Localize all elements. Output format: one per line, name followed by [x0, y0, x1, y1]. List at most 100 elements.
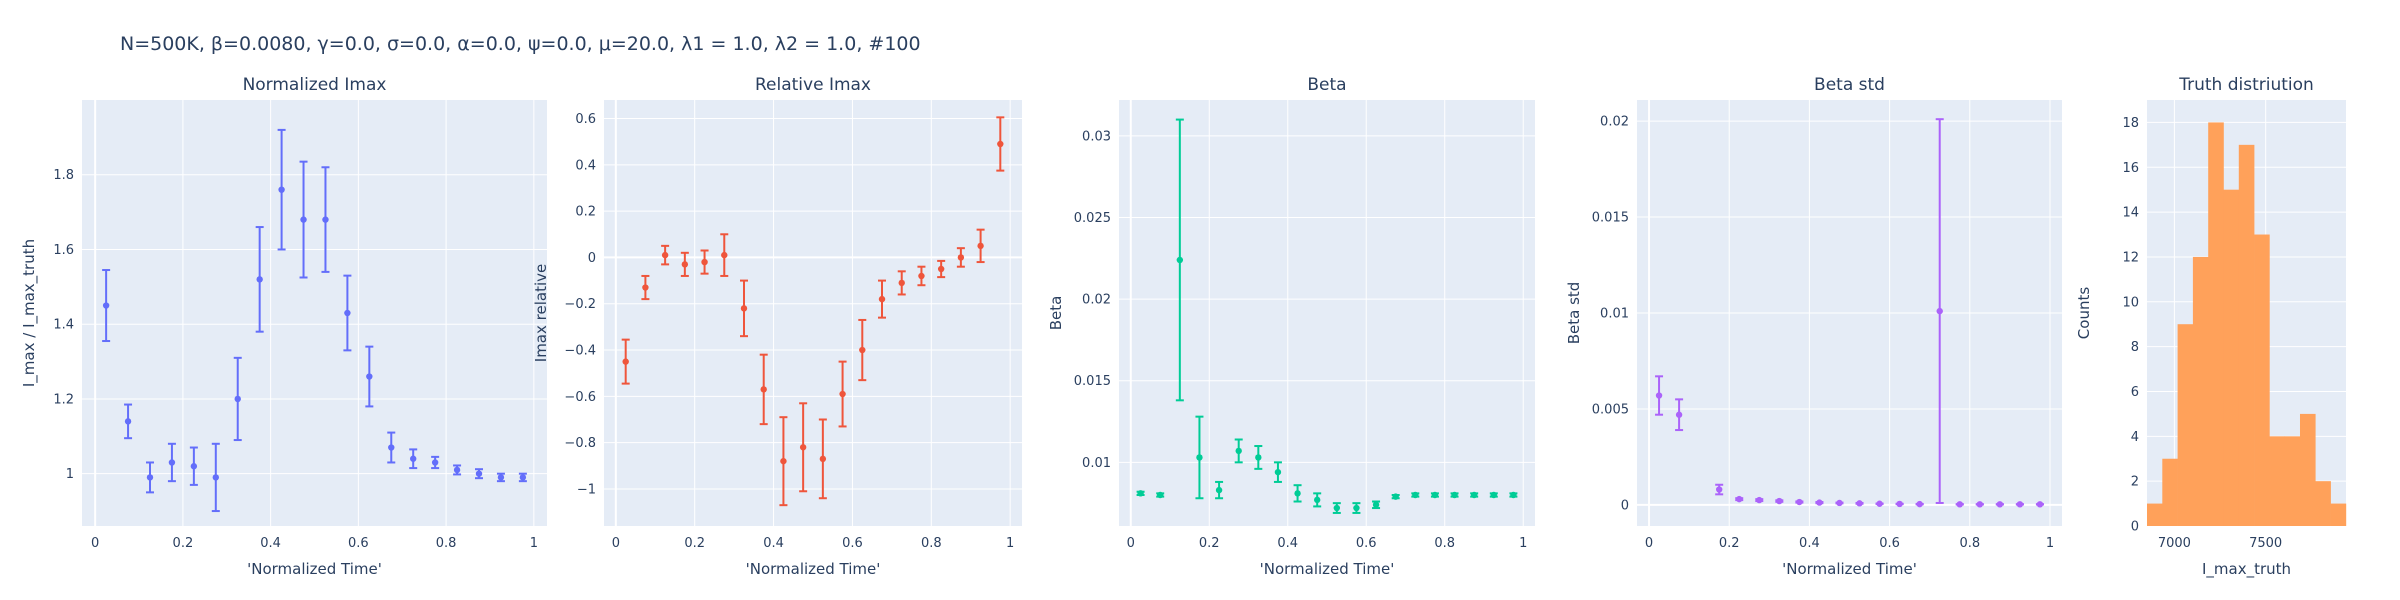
normalized-imax-x-tick-label: 0.6 [348, 536, 369, 551]
truth-distribution-panel: 7000 7500 0 2 4 6 8 10 12 14 16 18 Truth distriution… [2075, 75, 2347, 579]
normalized-imax-x-tick-label: 0.4 [260, 536, 281, 551]
beta-std-point [1715, 486, 1723, 493]
beta-point [1157, 491, 1164, 499]
beta-std-x-tick-label: 0.6 [1879, 536, 1900, 551]
beta-point [1137, 490, 1144, 497]
normalized-imax-point [190, 463, 198, 470]
beta-point [1274, 468, 1282, 476]
beta-std-y-tick-label: 0.005 [1592, 402, 1629, 417]
beta-point [1392, 493, 1399, 500]
beta-panel: 0 0.2 0.4 0.6 0.8 1 0.01 0.015 0.02 0.025 0.03 Beta… [1047, 75, 1535, 578]
beta-std-title: Beta std [1814, 75, 1885, 95]
beta-point [1176, 256, 1184, 264]
beta-x-tick-label: 0 [1127, 536, 1135, 551]
beta-std-point [1655, 392, 1663, 399]
truth-distribution-bar [2177, 324, 2194, 526]
truth-distribution-y-tick-label: 12 [2122, 250, 2139, 265]
beta-std-y-tick-label: 0.02 [1600, 115, 1629, 130]
truth-distribution-bar [2223, 189, 2240, 526]
normalized-imax-point [300, 216, 307, 223]
normalized-imax-point [168, 459, 176, 466]
relative-imax-y-tick-label: −0.2 [564, 297, 596, 312]
beta-x-tick-label: 0.8 [1434, 536, 1455, 551]
beta-point [1196, 454, 1203, 461]
normalized-imax-panel: 0 0.2 0.4 0.6 0.8 1 1 1.2 1.4 1.6 1.8 Normalized Im… [20, 75, 547, 578]
normalized-imax-point [475, 470, 483, 477]
relative-imax-point [760, 386, 767, 393]
beta-point [1470, 491, 1478, 499]
beta-x-tick-label: 1 [1519, 536, 1527, 551]
relative-imax-x-tick-label: 0.2 [684, 536, 705, 551]
beta-y-tick-label: 0.03 [1082, 129, 1111, 144]
beta-std-y-tick-label: 0.015 [1592, 211, 1629, 226]
normalized-imax-point [256, 276, 263, 283]
relative-imax-point [740, 305, 748, 312]
relative-imax-x-axis-label: 'Normalized Time' [746, 560, 881, 578]
truth-distribution-y-tick-label: 8 [2131, 340, 2139, 355]
relative-imax-point [997, 140, 1004, 148]
relative-imax-panel: 0 0.2 0.4 0.6 0.8 1 −1 −0.8 −0.6 −0.4 −0.2 0 0.2 0.4 0… [532, 75, 1022, 578]
truth-distribution-y-tick-label: 10 [2122, 295, 2139, 310]
beta-y-tick-label: 0.025 [1074, 211, 1111, 226]
subplot-panels: 0 0.2 0.4 0.6 0.8 1 1 1.2 1.4 1.6 1.8 Normalized Im… [20, 75, 2347, 579]
relative-imax-plot-area [604, 100, 1022, 526]
relative-imax-point [977, 242, 984, 250]
normalized-imax-point [388, 444, 395, 451]
beta-std-point [1675, 411, 1683, 418]
normalized-imax-x-tick-label: 0.8 [436, 536, 457, 551]
relative-imax-point [859, 346, 866, 354]
truth-distribution-bar [2208, 122, 2224, 526]
normalized-imax-point [366, 373, 373, 380]
relative-imax-y-tick-label: −0.6 [564, 390, 596, 405]
relative-imax-point [819, 455, 827, 463]
beta-point [1313, 496, 1321, 504]
relative-imax-y-tick-label: −0.8 [564, 436, 596, 451]
relative-imax-point [661, 251, 669, 259]
normalized-imax-y-tick-label: 1 [66, 467, 74, 482]
truth-distribution-x-axis-label: I_max_truth [2202, 560, 2291, 579]
truth-distribution-y-tick-label: 4 [2131, 430, 2139, 445]
normalized-imax-point [410, 455, 417, 462]
beta-y-axis-label: Beta [1047, 296, 1065, 331]
beta-std-y-tick-label: 0 [1621, 498, 1629, 513]
beta-std-panel: 0 0.2 0.4 0.6 0.8 1 0 0.005 0.01 0.015 0.02 Beta st… [1565, 75, 2062, 578]
relative-imax-point [898, 279, 905, 287]
beta-std-point [1796, 498, 1803, 506]
relative-imax-point [937, 265, 945, 273]
beta-y-tick-label: 0.015 [1074, 374, 1111, 389]
beta-plot-area [1119, 100, 1535, 526]
beta-std-x-axis-label: 'Normalized Time' [1782, 560, 1917, 578]
beta-std-x-tick-label: 0.4 [1799, 536, 1820, 551]
normalized-imax-y-tick-label: 1.8 [53, 168, 74, 183]
truth-distribution-x-tick-label: 7500 [2249, 536, 2282, 551]
normalized-imax-y-tick-label: 1.4 [53, 318, 74, 333]
figure-suptitle: N=500K, β=0.0080, γ=0.0, σ=0.0, α=0.0, ψ… [120, 33, 921, 55]
beta-x-tick-label: 0.6 [1356, 536, 1377, 551]
truth-distribution-bar [2269, 436, 2285, 526]
beta-std-point [1936, 307, 1943, 315]
relative-imax-y-tick-label: 0.6 [575, 112, 596, 127]
beta-std-y-axis-label: Beta std [1565, 282, 1583, 345]
truth-distribution-bar [2315, 481, 2331, 526]
beta-point [1412, 491, 1419, 499]
relative-imax-point [780, 457, 787, 465]
beta-title: Beta [1307, 75, 1346, 95]
normalized-imax-x-tick-label: 0.2 [173, 536, 194, 551]
beta-point [1451, 491, 1458, 499]
normalized-imax-x-tick-label: 1 [530, 536, 538, 551]
beta-x-tick-label: 0.2 [1199, 536, 1220, 551]
relative-imax-point [799, 444, 807, 451]
relative-imax-point [681, 261, 689, 268]
beta-std-point [1896, 500, 1903, 508]
beta-point [1215, 486, 1223, 494]
relative-imax-x-tick-label: 0.8 [921, 536, 942, 551]
truth-distribution-bar [2254, 234, 2270, 527]
beta-std-y-tick-label: 0.01 [1600, 307, 1629, 322]
beta-std-point [1956, 501, 1963, 508]
truth-distribution-y-tick-label: 14 [2122, 206, 2139, 221]
normalized-imax-point [497, 474, 505, 481]
relative-imax-x-tick-label: 0.4 [763, 536, 784, 551]
truth-distribution-y-axis-label: Counts [2075, 287, 2093, 340]
beta-y-tick-label: 0.02 [1082, 293, 1111, 308]
